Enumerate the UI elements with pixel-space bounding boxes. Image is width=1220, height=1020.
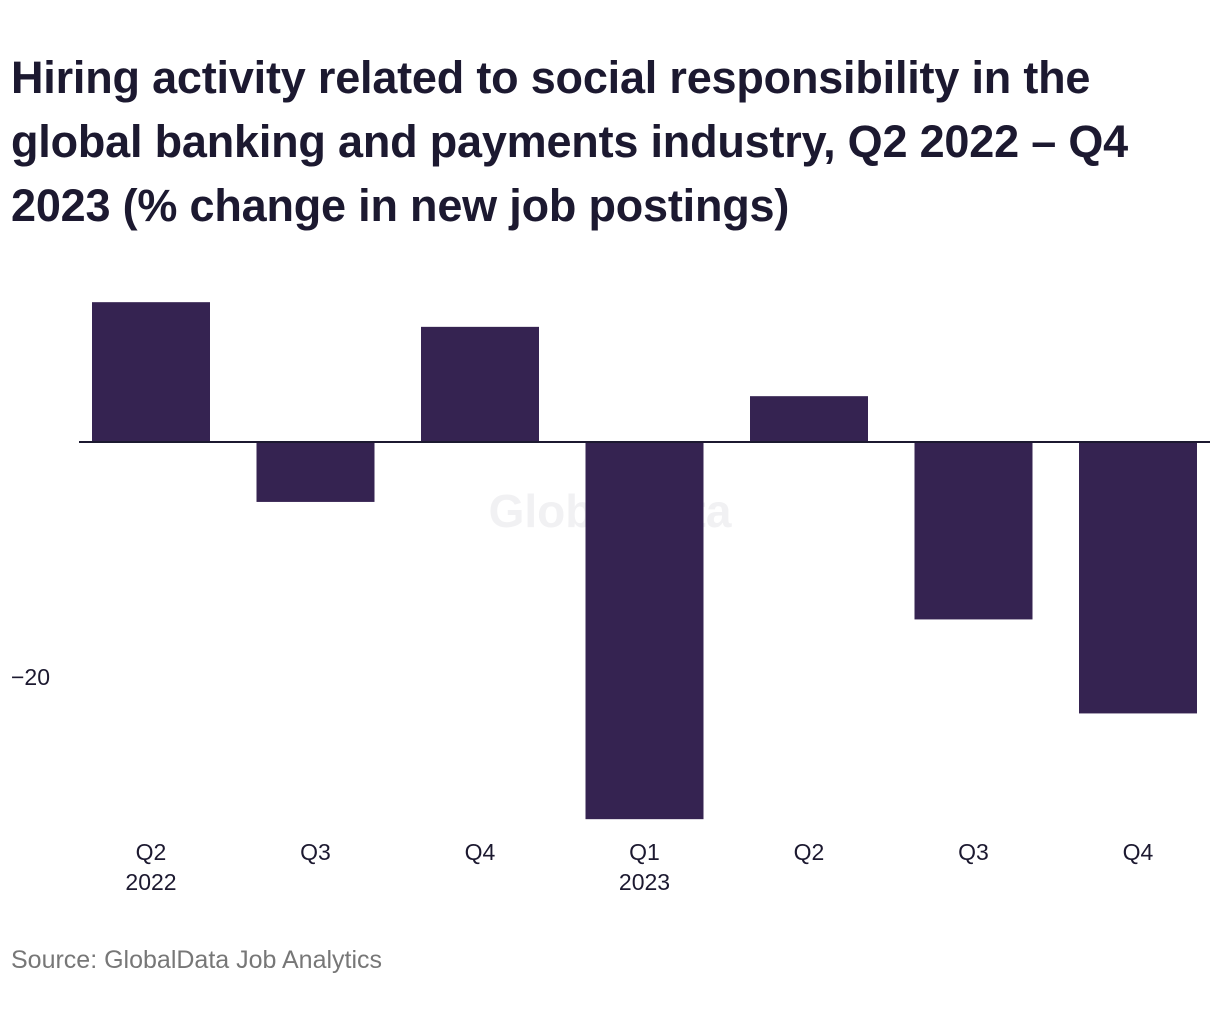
bar-1 [256,442,375,502]
bar-5 [914,442,1033,620]
x-axis-ticks: Q2 2022 Q3 Q4 Q1 2023 Q2 Q3 Q4 [125,839,1153,895]
bar-0 [92,302,210,442]
bar-6 [1079,442,1197,714]
y-tick-label-0: −20 [11,664,50,690]
bar-3 [585,442,704,820]
y-axis-ticks: −20 [11,664,50,690]
x-tick-label-5: Q3 [958,839,989,865]
bars-group [92,302,1197,820]
x-tick-label-6: Q4 [1123,839,1154,865]
source-note: Source: GlobalData Job Analytics [11,946,383,974]
x-tick-label-1: Q3 [300,839,331,865]
x-tick-label-3: Q1 2023 [619,839,670,895]
bar-2 [421,326,539,442]
chart-title: Hiring activity related to social respon… [11,52,1128,231]
x-tick-label-4: Q2 [794,839,825,865]
x-tick-label-0: Q2 2022 [125,839,176,895]
x-tick-label-2: Q4 [465,839,496,865]
bar-4 [750,396,868,442]
